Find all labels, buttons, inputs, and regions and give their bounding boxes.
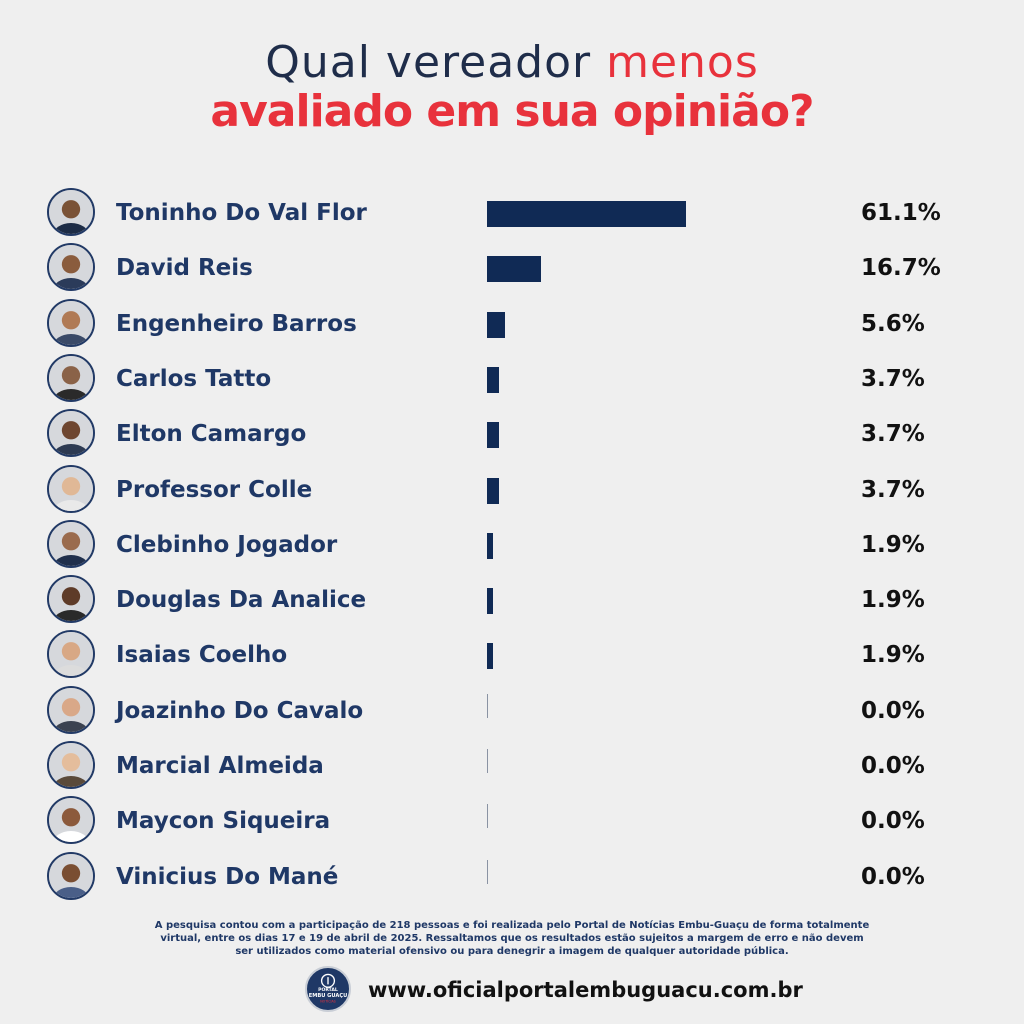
category-label: Engenheiro Barros (116, 310, 357, 337)
chart-title: Qual vereador menos avaliado em sua opin… (0, 38, 1024, 137)
bar-row: Carlos Tatto 3.7% (0, 352, 1024, 407)
bar (487, 643, 494, 670)
value-label: 0.0% (861, 753, 925, 779)
value-label: 1.9% (861, 587, 925, 614)
avatar (47, 741, 95, 789)
bar-row: Vinicius Do Mané 0.0% (0, 850, 1024, 905)
value-label: 1.9% (861, 642, 925, 669)
logo-text-middle: EMBU GUAÇU (309, 993, 347, 999)
category-label: Joazinho Do Cavalo (116, 697, 364, 724)
bar-row: Isaias Coelho 1.9% (0, 628, 1024, 683)
bar-row: Engenheiro Barros 5.6% (0, 297, 1024, 352)
bar-row: Douglas Da Analice 1.9% (0, 573, 1024, 628)
bar (487, 749, 488, 773)
category-label: Marcial Almeida (116, 753, 324, 779)
bar (487, 311, 506, 338)
category-label: Douglas Da Analice (116, 587, 367, 614)
value-label: 3.7% (861, 421, 925, 448)
avatar (47, 409, 95, 458)
avatar (47, 188, 95, 236)
bar (487, 477, 500, 504)
value-label: 0.0% (861, 697, 925, 724)
logo-text-bottom: NOTÍCIAS (320, 999, 336, 1004)
avatar (47, 353, 95, 402)
bar (487, 532, 494, 559)
bar-row: Marcial Almeida 0.0% (0, 739, 1024, 794)
bar-row: Professor Colle 3.7% (0, 463, 1024, 518)
value-label: 3.7% (861, 476, 925, 503)
category-label: Elton Camargo (116, 421, 307, 448)
title-line-1: Qual vereador menos (0, 38, 1024, 87)
avatar (47, 519, 95, 568)
value-label: 1.9% (861, 531, 925, 558)
avatar (47, 575, 95, 624)
bar-row: Clebinho Jogador 1.9% (0, 518, 1024, 573)
survey-footnote: A pesquisa contou com a participação de … (154, 920, 870, 957)
category-label: Isaias Coelho (116, 642, 288, 669)
website-url[interactable]: www.oficialportalembuguacu.com.br (368, 978, 803, 1002)
bar (487, 256, 542, 283)
title-accent: menos (606, 37, 759, 88)
avatar (47, 298, 95, 347)
category-label: Maycon Siqueira (116, 808, 331, 835)
bar (487, 422, 500, 449)
bar (487, 693, 488, 718)
avatar (47, 464, 95, 513)
value-label: 16.7% (861, 255, 941, 282)
value-label: 61.1% (861, 200, 941, 226)
avatar (47, 630, 95, 679)
value-label: 5.6% (861, 310, 925, 337)
value-label: 3.7% (861, 365, 925, 392)
category-label: Carlos Tatto (116, 365, 272, 392)
bar (487, 201, 686, 227)
bar (487, 366, 500, 393)
avatar (47, 851, 95, 900)
bar-row: Toninho Do Val Flor 61.1% (0, 186, 1024, 241)
bar (487, 588, 494, 615)
category-label: Professor Colle (116, 476, 313, 503)
bar-row: David Reis 16.7% (0, 241, 1024, 296)
portal-logo-graphic: PORTAL EMBU GUAÇU NOTÍCIAS (307, 968, 349, 1010)
bar (487, 859, 488, 884)
avatar (47, 685, 95, 734)
bar-row: Maycon Siqueira 0.0% (0, 794, 1024, 849)
avatar (47, 243, 95, 292)
title-prefix: Qual vereador (265, 37, 607, 88)
category-label: Vinicius Do Mané (116, 863, 339, 890)
bar (487, 804, 488, 829)
value-label: 0.0% (861, 863, 925, 890)
portal-logo: PORTAL EMBU GUAÇU NOTÍCIAS (305, 966, 351, 1012)
title-line-2: avaliado em sua opinião? (210, 86, 814, 138)
bar-row: Joazinho Do Cavalo 0.0% (0, 684, 1024, 739)
bar-row: Elton Camargo 3.7% (0, 407, 1024, 462)
category-label: Clebinho Jogador (116, 531, 338, 558)
category-label: Toninho Do Val Flor (116, 200, 367, 226)
logo-text-top: PORTAL (318, 987, 338, 993)
avatar (47, 796, 95, 845)
value-label: 0.0% (861, 808, 925, 835)
category-label: David Reis (116, 255, 253, 282)
